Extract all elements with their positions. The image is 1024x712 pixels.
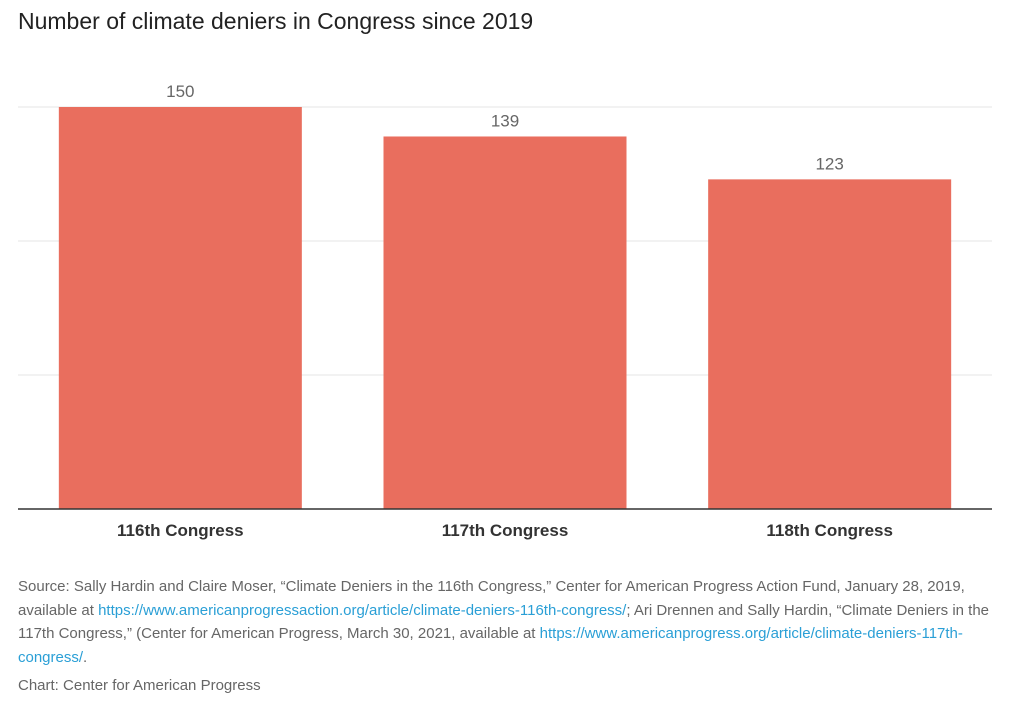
source-text: Source: Sally Hardin and Claire Moser, “…	[18, 578, 965, 619]
source-text: .	[83, 648, 88, 666]
source-link-117th[interactable]: https://www.americanprogress.org/article…	[18, 625, 963, 666]
bar-chart: 150 116th Congress 139 117th Congress 123 118…	[18, 82, 992, 540]
data-label: 150	[166, 82, 194, 101]
x-tick-label: 118th Congress	[766, 521, 893, 540]
bar	[708, 179, 952, 510]
x-tick-label: 117th Congress	[442, 521, 569, 540]
data-label: 123	[815, 154, 843, 173]
data-label: 139	[491, 111, 519, 130]
x-tick-label: 116th Congress	[117, 521, 244, 540]
chart-title: Number of climate deniers in Congress si…	[18, 8, 534, 34]
bar	[383, 136, 627, 510]
source-note: Source: Sally Hardin and Claire Moser, “…	[18, 575, 998, 669]
bar	[58, 107, 302, 509]
source-link-116th[interactable]: https://www.americanprogressaction.org/a…	[98, 601, 627, 619]
source-text: ; Ari Drennen and Sally Hardin, “Climate…	[18, 601, 990, 643]
chart-credit: Chart: Center for American Progress	[18, 677, 261, 694]
